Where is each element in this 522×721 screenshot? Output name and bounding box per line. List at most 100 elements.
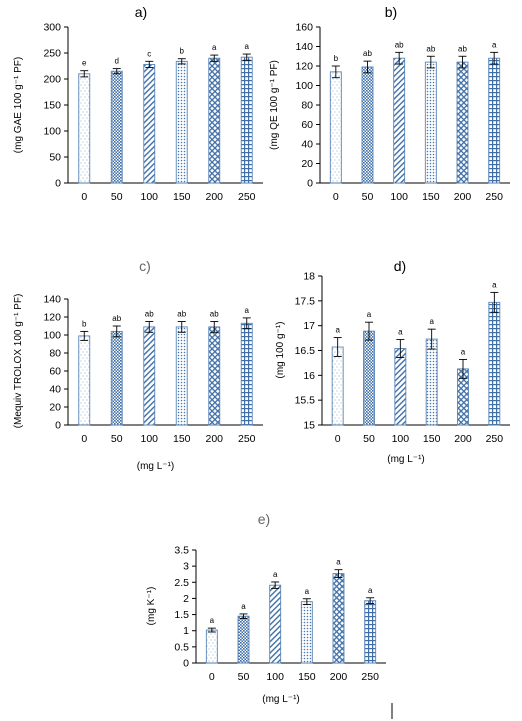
panel-letter: a) xyxy=(135,4,147,20)
chart-layer: a)050100150200250300e0d50c100b150a200a25… xyxy=(13,4,510,705)
y-tick-label: 120 xyxy=(43,312,61,324)
y-tick-label: 80 xyxy=(301,100,313,112)
significance-label: b xyxy=(334,54,339,63)
bar xyxy=(331,346,344,426)
x-tick-label: 150 xyxy=(423,433,441,445)
y-axis-label: (mg GAE 100 g⁻¹ PF) xyxy=(13,57,24,153)
bar xyxy=(110,330,123,426)
x-tick-label: 150 xyxy=(173,191,191,203)
x-tick-label: 50 xyxy=(111,191,123,203)
y-tick-label: 1.5 xyxy=(174,609,189,621)
x-tick-label: 250 xyxy=(361,671,379,683)
y-tick-label: 0 xyxy=(55,178,61,190)
x-tick-label: 150 xyxy=(173,433,191,445)
x-tick-label: 0 xyxy=(81,191,87,203)
significance-label: a xyxy=(241,602,246,611)
x-tick-label: 50 xyxy=(363,433,375,445)
x-tick-label: 100 xyxy=(392,433,410,445)
x-tick-label: 250 xyxy=(238,191,256,203)
y-tick-label: 40 xyxy=(301,139,313,151)
x-tick-label: 250 xyxy=(238,433,256,445)
chart-panel-3: c) 0 20 40 60 80 100 120 140 b 0 ab 50 ab 100 ab 150 ab 20… xyxy=(13,258,263,472)
x-tick-label: 200 xyxy=(205,191,223,203)
bar xyxy=(237,615,250,664)
x-tick-label: 100 xyxy=(266,671,284,683)
bar xyxy=(329,71,342,184)
significance-label: e xyxy=(82,59,87,68)
y-tick-label: 300 xyxy=(43,22,61,34)
y-tick-label: 2.5 xyxy=(174,577,189,589)
bar xyxy=(488,301,501,426)
y-tick-label: 100 xyxy=(43,330,61,342)
bar xyxy=(78,335,91,426)
significance-label: b xyxy=(180,47,185,56)
significance-label: c xyxy=(147,49,151,58)
bar xyxy=(143,63,156,184)
bar xyxy=(394,348,407,426)
significance-label: a xyxy=(398,328,403,337)
x-tick-label: 50 xyxy=(111,433,123,445)
x-tick-label: 0 xyxy=(335,433,341,445)
y-tick-label: 17.5 xyxy=(295,295,316,307)
x-axis-label: (mg L⁻¹) xyxy=(262,694,300,705)
y-tick-label: 15.5 xyxy=(295,395,316,407)
significance-label: ab xyxy=(210,310,219,319)
panel-letter: b) xyxy=(385,4,397,20)
x-tick-label: 50 xyxy=(238,671,250,683)
bar xyxy=(393,57,406,184)
significance-label: ab xyxy=(145,310,154,319)
bar xyxy=(208,326,221,426)
significance-label: ab xyxy=(177,310,186,319)
y-axis-label: (mg K⁻¹) xyxy=(146,587,157,626)
y-tick-label: 250 xyxy=(43,48,61,60)
y-tick-label: 16.5 xyxy=(295,345,316,357)
y-tick-label: 2 xyxy=(183,593,189,605)
y-axis-label: (Mequiv TROLOX 100 g⁻¹ PF) xyxy=(13,294,24,429)
significance-label: a xyxy=(367,310,372,319)
panel-letter: e) xyxy=(258,511,270,527)
significance-label: d xyxy=(115,57,119,66)
panel-letter: d) xyxy=(394,258,406,274)
y-tick-label: 0 xyxy=(307,178,313,190)
y-tick-label: 40 xyxy=(49,384,61,396)
bar xyxy=(300,601,313,664)
significance-label: ab xyxy=(458,44,467,53)
y-tick-label: 60 xyxy=(49,366,61,378)
panel-letter: c) xyxy=(139,258,151,274)
x-tick-label: 150 xyxy=(422,191,440,203)
significance-label: a xyxy=(212,43,217,52)
x-tick-label: 0 xyxy=(209,671,215,683)
bar xyxy=(175,60,188,184)
significance-label: ab xyxy=(395,40,404,49)
significance-label: a xyxy=(429,317,434,326)
bar xyxy=(364,600,377,664)
y-tick-label: 80 xyxy=(49,348,61,360)
y-tick-label: 120 xyxy=(295,61,313,73)
chart-panel-1: a) 0 50 100 150 200 250 300 e 0 d 50 c 100 b 150 a 200 a 25… xyxy=(13,4,263,203)
x-tick-label: 0 xyxy=(81,433,87,445)
significance-label: a xyxy=(245,306,250,315)
chart-panel-2: b) 0 20 40 60 80 100 120 140 160 b 0 ab 50 ab 100 ab 150 a… xyxy=(269,4,510,203)
y-tick-label: 16 xyxy=(303,370,315,382)
x-tick-label: 100 xyxy=(140,433,158,445)
bar xyxy=(332,573,345,664)
x-tick-label: 200 xyxy=(454,191,472,203)
y-tick-label: 15 xyxy=(303,420,315,432)
y-tick-label: 150 xyxy=(43,100,61,112)
y-tick-label: 100 xyxy=(43,126,61,138)
bar xyxy=(361,66,374,184)
y-tick-label: 160 xyxy=(295,22,313,34)
y-tick-label: 0.5 xyxy=(174,641,189,653)
y-tick-label: 50 xyxy=(49,152,61,164)
chart-panel-5: e) 0 0.5 1 1.5 2 2.5 3 3.5 a 0 a 50 a 100 a 150 a 200 a 250 (… xyxy=(146,511,386,705)
bar xyxy=(240,322,253,426)
significance-label: ab xyxy=(426,44,435,53)
significance-label: a xyxy=(305,587,310,596)
x-tick-label: 250 xyxy=(485,191,503,203)
y-axis-label: (mg QE 100 g⁻¹ PF) xyxy=(269,60,280,150)
y-tick-label: 0 xyxy=(55,420,61,432)
bar xyxy=(424,61,437,184)
y-tick-label: 20 xyxy=(301,158,313,170)
bar xyxy=(110,70,123,184)
